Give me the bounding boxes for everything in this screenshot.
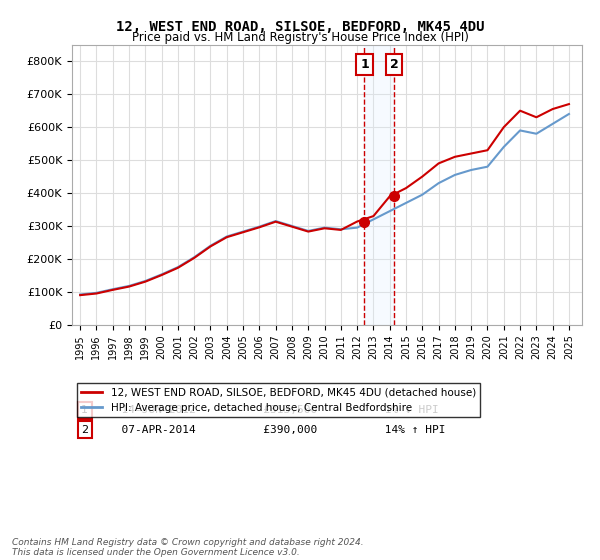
Text: 12, WEST END ROAD, SILSOE, BEDFORD, MK45 4DU: 12, WEST END ROAD, SILSOE, BEDFORD, MK45…: [116, 20, 484, 34]
Text: 1: 1: [360, 58, 369, 71]
Legend: 12, WEST END ROAD, SILSOE, BEDFORD, MK45 4DU (detached house), HPI: Average pric: 12, WEST END ROAD, SILSOE, BEDFORD, MK45…: [77, 383, 480, 417]
Text: 2: 2: [390, 58, 398, 71]
Text: 1: 1: [81, 405, 88, 415]
Text: 14-JUN-2012          £313,500          1% ↓ HPI: 14-JUN-2012 £313,500 1% ↓ HPI: [108, 405, 439, 415]
Text: Contains HM Land Registry data © Crown copyright and database right 2024.
This d: Contains HM Land Registry data © Crown c…: [12, 538, 364, 557]
Text: 07-APR-2014          £390,000          14% ↑ HPI: 07-APR-2014 £390,000 14% ↑ HPI: [108, 425, 445, 435]
Bar: [364, 45, 394, 325]
Text: 2: 2: [81, 425, 88, 435]
Text: Price paid vs. HM Land Registry's House Price Index (HPI): Price paid vs. HM Land Registry's House …: [131, 31, 469, 44]
